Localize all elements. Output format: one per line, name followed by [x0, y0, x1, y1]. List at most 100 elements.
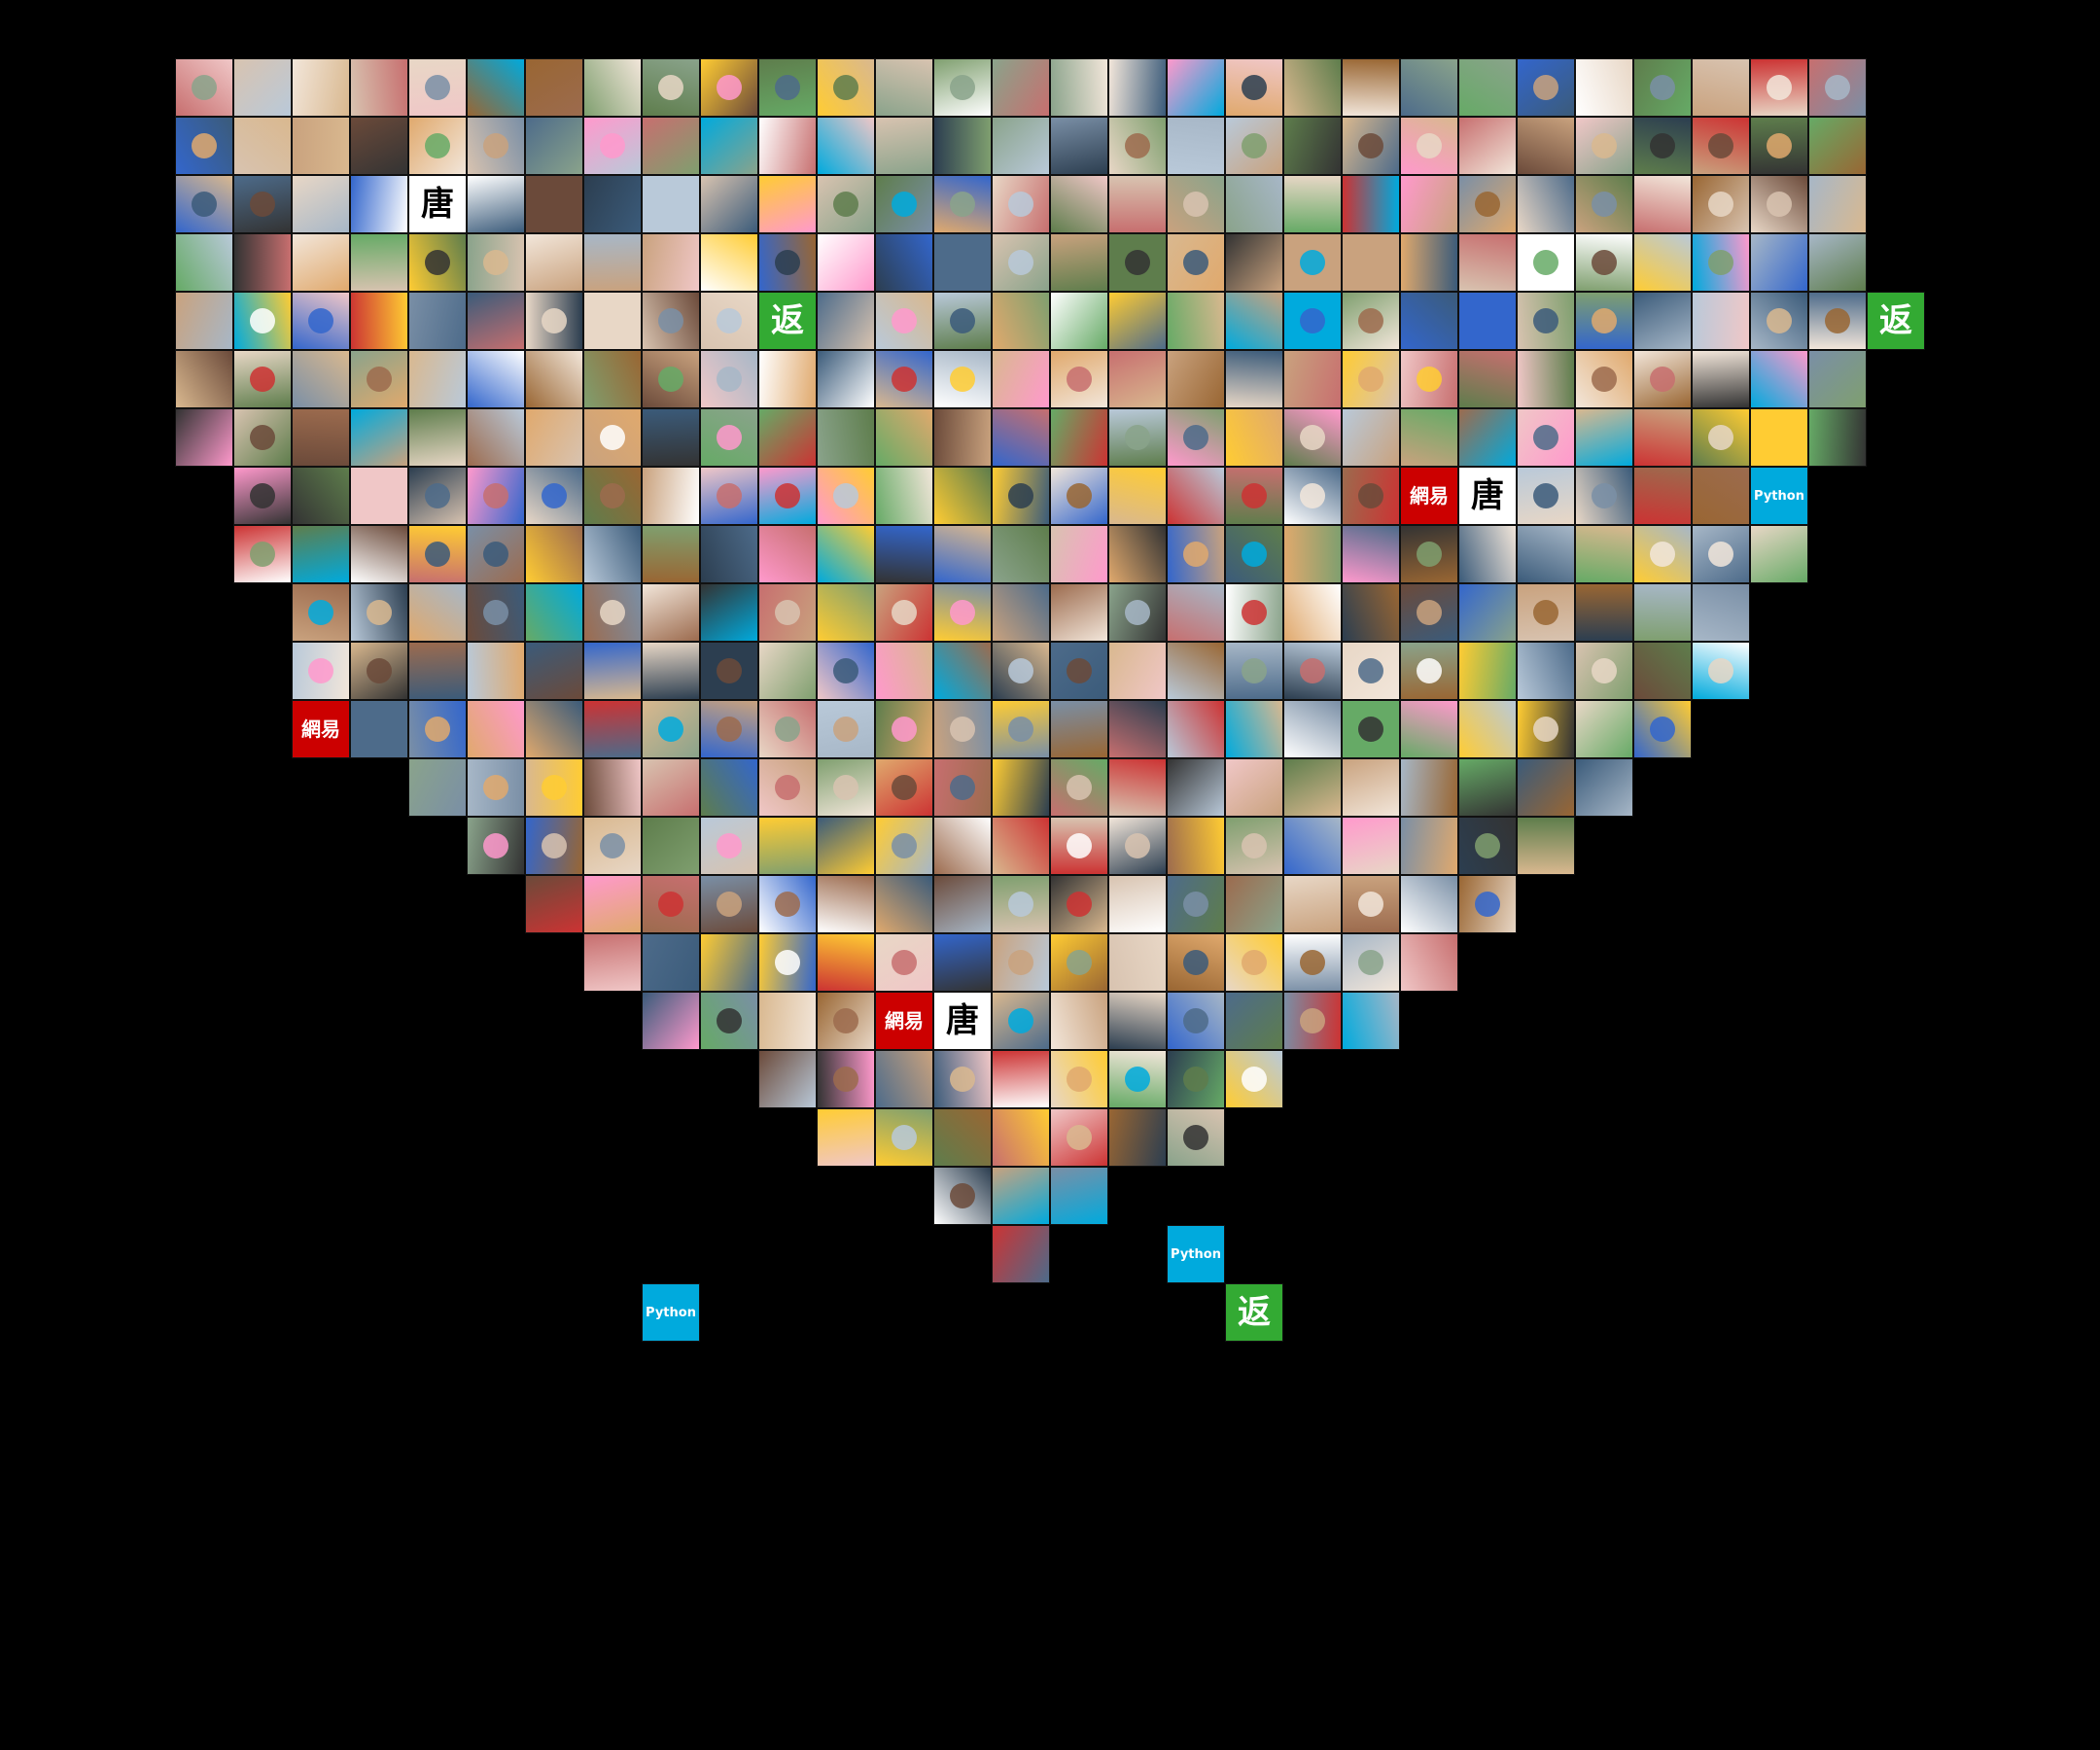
- avatar-photo-tile: [583, 875, 642, 933]
- avatar-photo-tile: [1458, 292, 1517, 350]
- avatar-silhouette: [308, 658, 333, 683]
- avatar-silhouette: [775, 892, 800, 917]
- avatar-photo-tile: [175, 175, 233, 233]
- avatar-photo-tile: [875, 175, 933, 233]
- avatar-silhouette: [1008, 1008, 1033, 1033]
- avatar-silhouette: [1008, 950, 1033, 975]
- avatar-photo-tile: [1692, 117, 1750, 175]
- avatar-photo-tile: [758, 933, 817, 992]
- avatar-photo-tile: [1167, 117, 1225, 175]
- avatar-photo-tile: [933, 758, 992, 817]
- avatar-photo-tile: [1050, 933, 1108, 992]
- avatar-silhouette: [483, 250, 508, 275]
- avatar-photo-tile: [1692, 233, 1750, 292]
- avatar-photo-tile: [1108, 758, 1167, 817]
- avatar-photo-tile: [1108, 700, 1167, 758]
- avatar-photo-tile: [467, 817, 525, 875]
- avatar-photo-tile: [233, 58, 292, 117]
- avatar-silhouette: [1067, 367, 1092, 392]
- avatar-photo-tile: [642, 525, 700, 583]
- avatar-photo-tile: [1575, 175, 1633, 233]
- avatar-silhouette: [1767, 192, 1792, 217]
- avatar-photo-tile: [992, 467, 1050, 525]
- avatar-photo-tile: [175, 408, 233, 467]
- avatar-photo-tile: [1633, 350, 1692, 408]
- avatar-photo-tile: [1225, 175, 1283, 233]
- avatar-photo-tile: [1692, 583, 1750, 642]
- avatar-silhouette: [1358, 717, 1383, 742]
- avatar-photo-tile: [583, 58, 642, 117]
- avatar-silhouette: [1125, 833, 1150, 858]
- avatar-photo-tile: [1167, 933, 1225, 992]
- avatar-silhouette: [833, 717, 858, 742]
- avatar-photo-tile: [1225, 292, 1283, 350]
- avatar-photo-tile: [1225, 817, 1283, 875]
- avatar-photo-tile: [525, 467, 583, 525]
- avatar-silhouette: [892, 1125, 917, 1150]
- avatar-photo-tile: [1108, 1050, 1167, 1108]
- avatar-silhouette: [1242, 75, 1267, 100]
- avatar-photo-tile: [817, 175, 875, 233]
- avatar-photo-tile: [933, 817, 992, 875]
- avatar-photo-tile: [350, 408, 408, 467]
- avatar-photo-tile: [583, 700, 642, 758]
- avatar-photo-tile: [1400, 58, 1458, 117]
- avatar-silhouette: [1708, 192, 1733, 217]
- labeled-photo-tile: Python: [642, 1283, 700, 1342]
- avatar-photo-tile: [642, 642, 700, 700]
- avatar-silhouette: [950, 367, 975, 392]
- avatar-silhouette: [1183, 892, 1208, 917]
- avatar-photo-tile: [875, 525, 933, 583]
- avatar-photo-tile: [467, 233, 525, 292]
- avatar-photo-tile: [1108, 817, 1167, 875]
- avatar-photo-tile: [408, 292, 467, 350]
- avatar-photo-tile: [700, 58, 758, 117]
- avatar-photo-tile: [1458, 642, 1517, 700]
- avatar-photo-tile: [1808, 350, 1867, 408]
- avatar-photo-tile: [1633, 525, 1692, 583]
- avatar-photo-tile: [992, 817, 1050, 875]
- avatar-photo-tile: [817, 1050, 875, 1108]
- avatar-photo-tile: [1575, 408, 1633, 467]
- avatar-silhouette: [892, 192, 917, 217]
- avatar-photo-tile: [292, 467, 350, 525]
- avatar-photo-tile: [933, 233, 992, 292]
- avatar-photo-tile: [467, 175, 525, 233]
- avatar-silhouette: [483, 833, 508, 858]
- avatar-photo-tile: [875, 817, 933, 875]
- avatar-photo-tile: [700, 875, 758, 933]
- avatar-silhouette: [950, 775, 975, 800]
- avatar-silhouette: [192, 75, 217, 100]
- avatar-photo-tile: [1167, 642, 1225, 700]
- avatar-photo-tile: [992, 1108, 1050, 1167]
- avatar-photo-tile: [1575, 467, 1633, 525]
- avatar-photo-tile: [525, 817, 583, 875]
- avatar-silhouette: [1183, 1008, 1208, 1033]
- avatar-photo-tile: [233, 292, 292, 350]
- avatar-photo-tile: [700, 583, 758, 642]
- avatar-photo-tile: [817, 350, 875, 408]
- avatar-silhouette: [1183, 542, 1208, 567]
- labeled-photo-tile: 唐: [1458, 467, 1517, 525]
- avatar-silhouette: [775, 717, 800, 742]
- avatar-photo-tile: [700, 525, 758, 583]
- avatar-photo-tile: [1283, 233, 1342, 292]
- avatar-photo-tile: [175, 233, 233, 292]
- avatar-photo-tile: [1633, 117, 1692, 175]
- avatar-photo-tile: [875, 1050, 933, 1108]
- avatar-silhouette: [1767, 75, 1792, 100]
- avatar-silhouette: [1067, 833, 1092, 858]
- tile-label: Python: [646, 1305, 696, 1320]
- avatar-photo-tile: [1400, 583, 1458, 642]
- avatar-photo-tile: [467, 467, 525, 525]
- avatar-silhouette: [1825, 308, 1850, 333]
- avatar-photo-tile: [1342, 642, 1400, 700]
- avatar-photo-tile: [233, 117, 292, 175]
- avatar-photo-tile: [1050, 350, 1108, 408]
- avatar-photo-tile: [642, 175, 700, 233]
- avatar-silhouette: [950, 192, 975, 217]
- avatar-photo-tile: [1225, 583, 1283, 642]
- avatar-silhouette: [425, 75, 450, 100]
- avatar-photo-tile: [933, 1050, 992, 1108]
- avatar-silhouette: [425, 483, 450, 508]
